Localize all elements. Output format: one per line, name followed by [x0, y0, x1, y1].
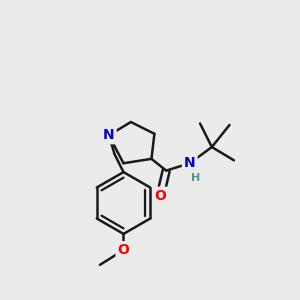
Text: O: O	[118, 243, 129, 257]
Text: H: H	[191, 173, 200, 183]
Text: O: O	[154, 189, 166, 202]
Text: N: N	[103, 128, 115, 142]
Text: N: N	[184, 156, 196, 170]
